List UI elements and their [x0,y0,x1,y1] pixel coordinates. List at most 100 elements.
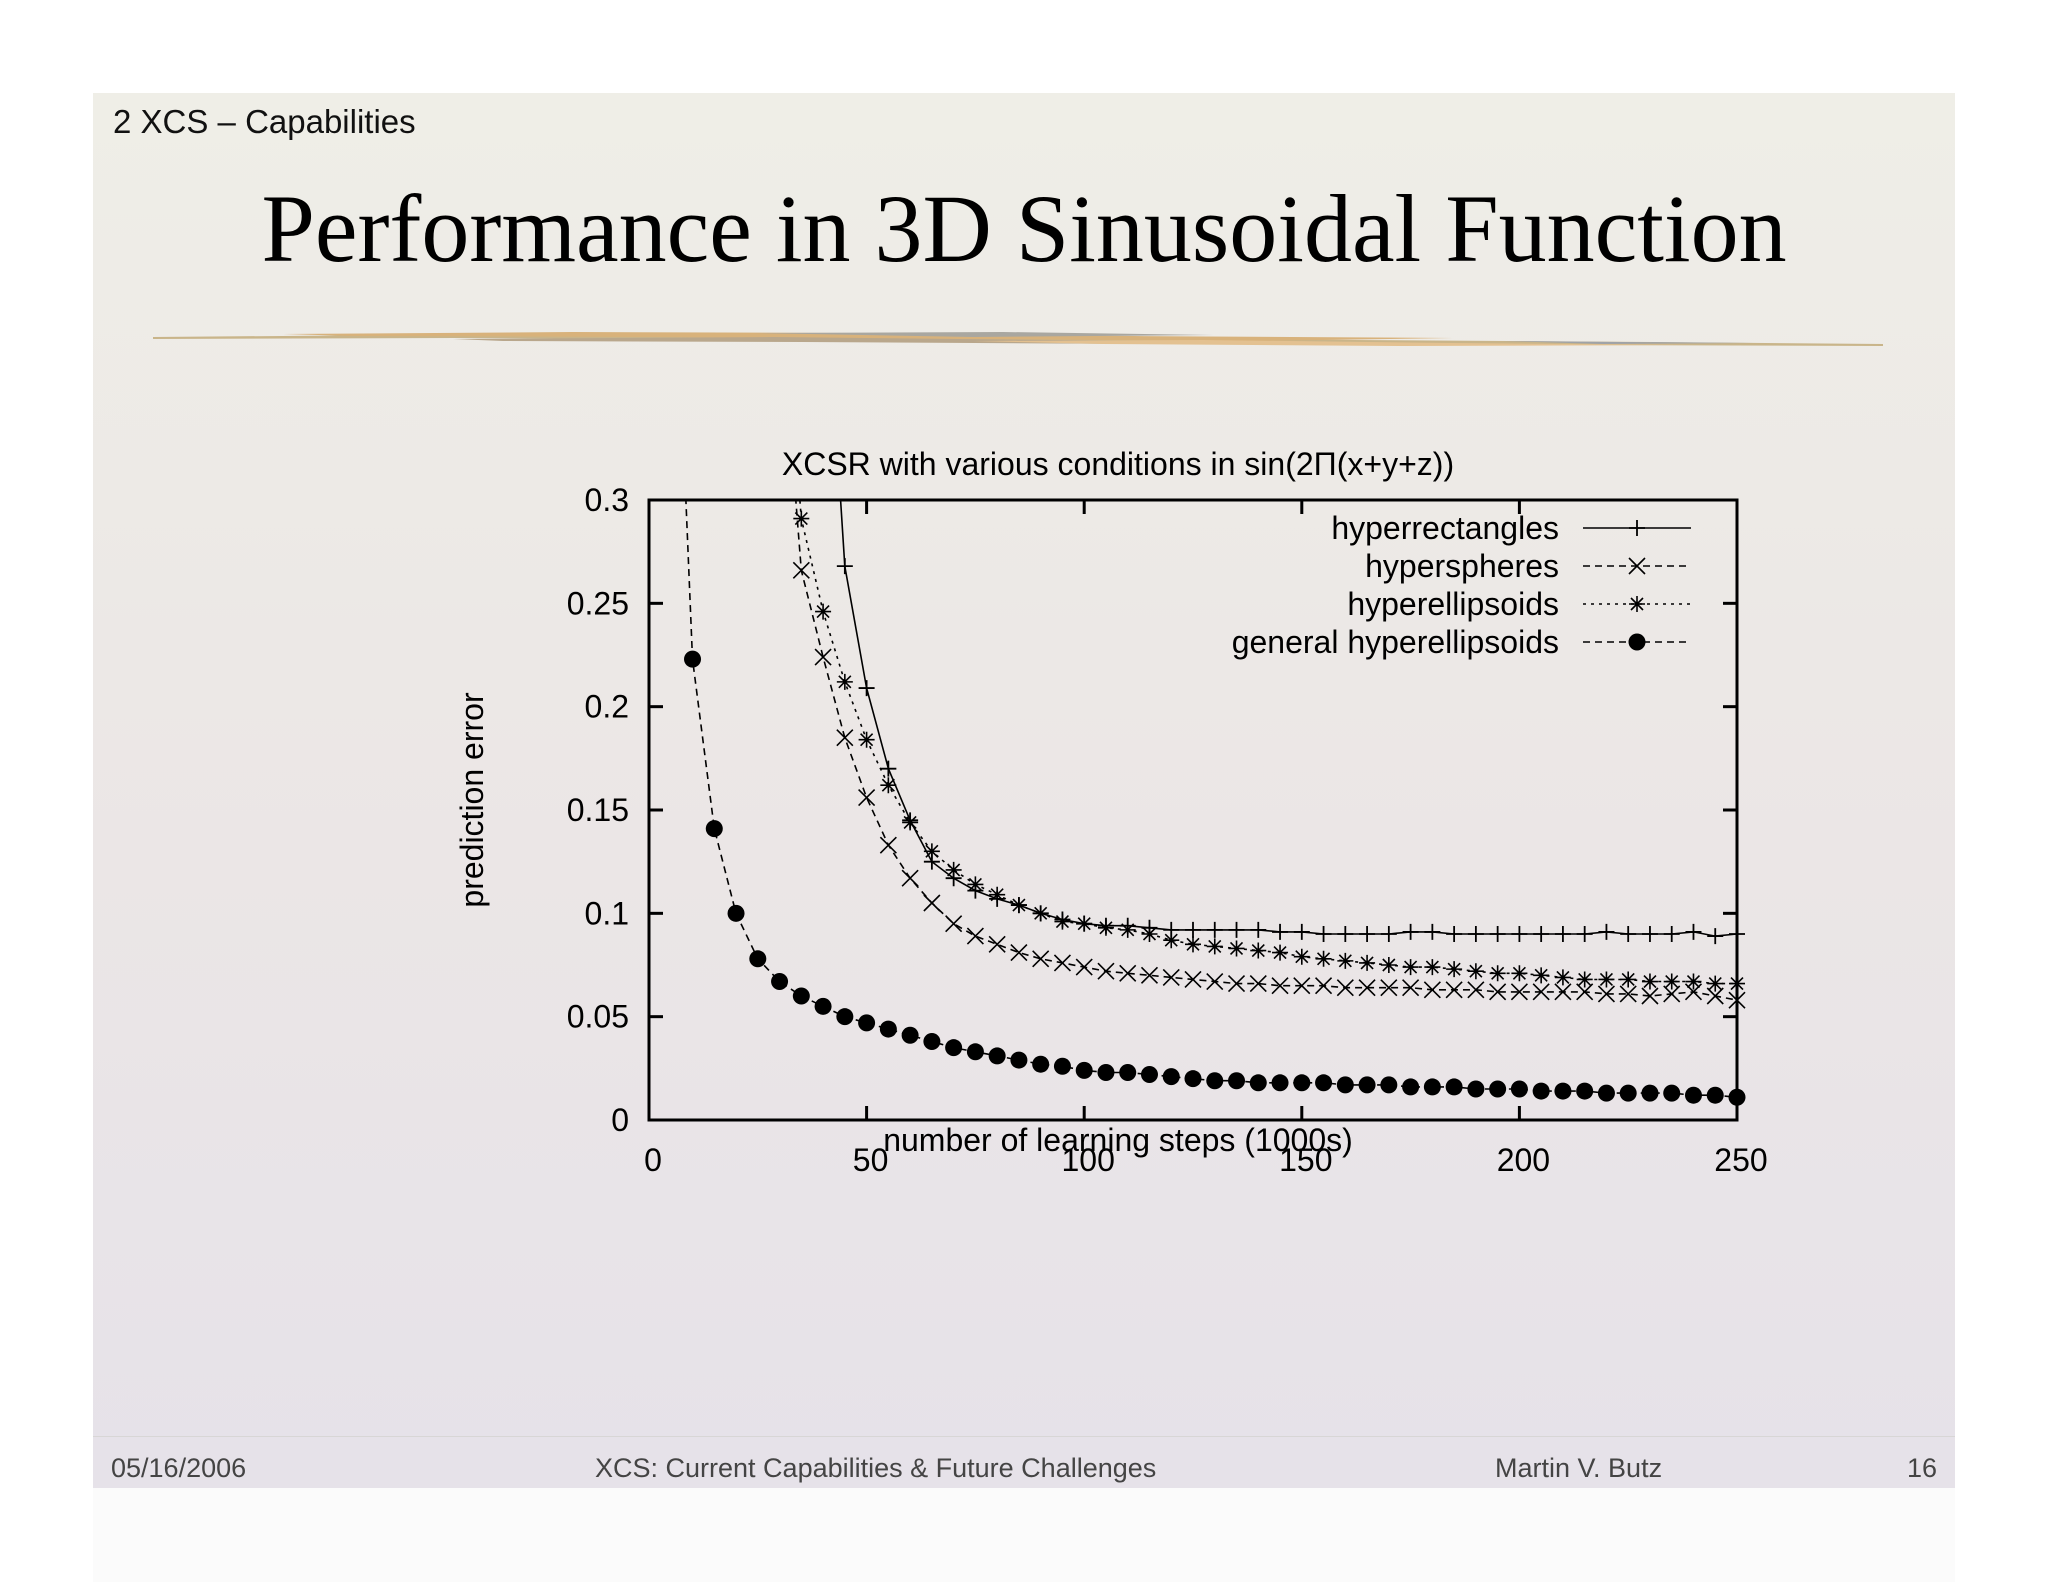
data-point [1706,1086,1724,1104]
data-point [705,820,723,838]
data-point [1293,1074,1311,1092]
data-point [1053,954,1072,972]
data-point [858,680,875,697]
data-point [1576,983,1594,1001]
data-point [1641,987,1659,1005]
data-point [880,777,897,794]
data-point [1706,987,1724,1005]
data-point [966,927,984,945]
data-point [1467,1080,1485,1098]
data-point [836,673,853,690]
data-point [1554,1082,1572,1100]
data-point [1629,596,1645,612]
data-point [1097,919,1114,936]
data-point [1576,1082,1594,1100]
footer: 05/16/2006 XCS: Current Capabilities & F… [93,1436,1955,1483]
chart: XCSR with various conditions in sin(2Π(x… [343,423,1793,1488]
data-point [1185,921,1201,938]
data-point [1272,944,1289,961]
data-point [901,1026,919,1044]
data-point [1598,923,1615,940]
data-point [1619,1084,1637,1102]
data-point [1446,926,1463,942]
data-point [727,904,745,922]
data-point [1271,977,1289,995]
data-point [1511,965,1528,982]
data-point [1119,964,1137,982]
data-point [1641,973,1658,990]
data-point [1629,520,1645,536]
footer-date: 05/16/2006 [111,1453,247,1483]
data-point [1489,1080,1507,1098]
data-point [1185,936,1201,953]
data-point [1641,1084,1659,1102]
data-point [1489,926,1506,942]
data-point [1510,1080,1528,1098]
data-point [1228,940,1245,957]
data-point [1729,975,1745,992]
data-point [988,1047,1006,1065]
series-line [799,500,1737,985]
data-point [1227,975,1246,993]
data-point [880,760,897,777]
data-point [836,558,853,575]
data-point [1380,957,1397,973]
data-point [945,1039,963,1057]
data-point [1206,921,1223,938]
x-tick-label: 50 [853,1142,889,1178]
section-label: 2 XCS – Capabilities [113,103,416,140]
x-axis-label: number of learning steps (1000s) [883,1122,1353,1158]
data-point [1032,950,1050,968]
data-point [1402,959,1419,976]
data-point [836,1008,854,1026]
data-point [793,510,810,527]
data-point [1184,970,1202,989]
data-point [1423,981,1441,999]
data-point [879,836,897,854]
data-point [1315,1074,1333,1092]
data-point [1380,926,1397,942]
data-point [1597,985,1616,1003]
data-point [1532,1082,1550,1100]
data-point [901,869,919,887]
x-tick-label: 100 [1062,1142,1115,1178]
series-line [794,500,1738,1001]
data-point [1358,1076,1376,1094]
data-point [1315,926,1332,942]
data-point [1663,985,1681,1003]
data-point [684,650,702,668]
data-point [1467,963,1484,980]
data-point [1141,926,1158,942]
data-point [1336,1076,1354,1094]
chart-canvas: XCSR with various conditions in sin(2Π(x… [454,446,1768,1178]
data-point [966,1043,984,1061]
data-point [988,935,1006,953]
data-point [1728,1088,1746,1106]
data-point [1271,1074,1289,1092]
data-point [1532,983,1550,1001]
data-point [792,987,810,1005]
y-axis-label: prediction error [454,692,490,908]
data-point [923,1032,941,1050]
data-point [858,731,875,748]
data-point [749,950,767,968]
data-point [814,997,832,1015]
page-margin [93,1488,1955,1582]
data-point [923,843,940,860]
page-title: Performance in 3D Sinusoidal Function [261,175,1787,282]
data-point [879,1020,897,1038]
data-point [1554,926,1571,942]
data-point [1053,1057,1071,1075]
data-point [1685,923,1702,940]
x-tick-label: 250 [1714,1142,1767,1178]
y-tick-label: 0.05 [567,999,629,1035]
data-point [1010,944,1028,962]
data-point [1663,926,1680,942]
data-point [1402,923,1419,940]
legend: hyperrectangleshypersphereshyperellipsoi… [1232,510,1691,660]
footer-page-number: 16 [1906,1453,1937,1483]
data-point [1119,921,1136,938]
data-point [771,973,789,991]
data-point [1337,952,1354,969]
data-point [1359,926,1376,942]
